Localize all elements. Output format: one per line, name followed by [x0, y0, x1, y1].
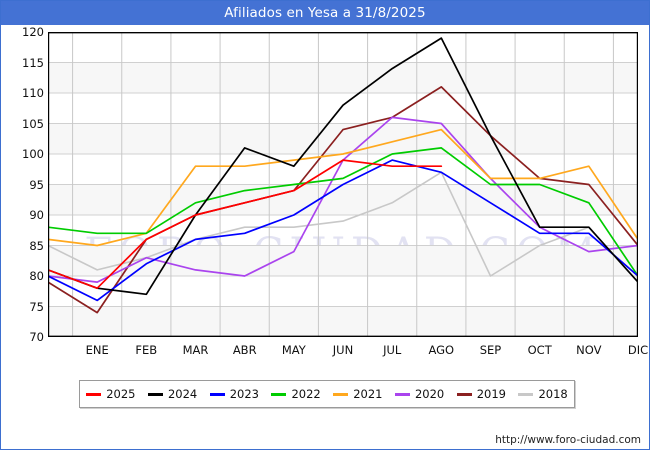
legend-label-2023: 2023 — [229, 387, 260, 401]
source-url: http://www.foro-ciudad.com — [495, 434, 641, 446]
x-axis-tick-mar: MAR — [182, 343, 209, 357]
y-axis-tick-100: 100 — [22, 147, 44, 161]
legend-label-2018: 2018 — [538, 387, 568, 401]
y-axis-tick-75: 75 — [29, 299, 44, 314]
x-axis-tick-abr: ABR — [232, 343, 257, 357]
x-axis-tick-feb: FEB — [135, 343, 158, 357]
x-axis-tick-jul: JUL — [383, 343, 402, 357]
legend-item-2025[interactable]: 2025 — [86, 387, 136, 401]
legend-swatch-2025 — [86, 392, 102, 396]
x-axis-tick-jun: JUN — [332, 343, 354, 357]
y-axis-tick-105: 105 — [22, 116, 44, 131]
legend-swatch-2022 — [271, 392, 287, 396]
series-line-2025 — [48, 159, 443, 290]
legend-swatch-2018 — [518, 392, 534, 396]
x-axis-tick-nov: NOV — [576, 343, 602, 357]
legend-label-2019: 2019 — [476, 387, 507, 401]
x-axis-tick-may: MAY — [281, 343, 306, 357]
series-line-2024 — [48, 37, 638, 296]
legend-item-2018[interactable]: 2018 — [518, 387, 568, 401]
y-axis-tick-70: 70 — [29, 330, 44, 344]
chart-legend: 2025 2024 2023 2022 2021 2020 2019 2018 — [79, 380, 575, 408]
x-axis-tick-sep: SEP — [479, 343, 502, 357]
y-axis-tick-80: 80 — [29, 269, 44, 283]
legend-item-2021[interactable]: 2021 — [333, 387, 383, 401]
legend-label-2024: 2024 — [167, 387, 198, 401]
y-axis-tick-95: 95 — [29, 177, 44, 192]
y-axis-tick-90: 90 — [29, 208, 44, 222]
legend-item-2020[interactable]: 2020 — [394, 387, 445, 401]
legend-swatch-2023 — [209, 392, 225, 396]
series-line-2022 — [48, 147, 638, 277]
legend-swatch-2020 — [394, 392, 410, 396]
window-title-bar: Afiliados en Yesa a 31/8/2025 — [1, 1, 649, 25]
chart-svg — [48, 32, 638, 337]
chart-title: Afiliados en Yesa a 31/8/2025 — [224, 5, 426, 21]
legend-label-2020: 2020 — [414, 387, 445, 401]
y-axis-tick-115: 115 — [22, 55, 44, 70]
x-axis-tick-dic: DIC — [627, 343, 649, 357]
legend-item-2022[interactable]: 2022 — [271, 387, 321, 401]
y-axis-tick-120: 120 — [22, 25, 44, 39]
legend-label-2021: 2021 — [353, 387, 383, 401]
legend-label-2025: 2025 — [106, 387, 136, 401]
x-axis-tick-ago: AGO — [428, 343, 455, 357]
legend-item-2019[interactable]: 2019 — [456, 387, 507, 401]
legend-item-2024[interactable]: 2024 — [147, 387, 198, 401]
legend-item-2023[interactable]: 2023 — [209, 387, 260, 401]
y-axis-tick-110: 110 — [22, 86, 44, 100]
y-axis-tick-85: 85 — [29, 238, 44, 253]
x-axis-tick-labels: ENE FEB MAR ABR MAY JUN JUL AGO SEP OCT NOV DIC — [48, 343, 649, 363]
y-axis-tick-labels: 70 75 80 85 90 95 100 105 110 115 120 — [1, 26, 44, 343]
legend-swatch-2019 — [456, 392, 472, 396]
series-line-2023 — [48, 159, 638, 302]
x-axis-tick-ene: ENE — [85, 343, 109, 357]
legend-label-2022: 2022 — [291, 387, 321, 401]
legend-swatch-2024 — [147, 392, 163, 396]
legend-swatch-2021 — [333, 392, 349, 396]
x-axis-tick-oct: OCT — [527, 343, 552, 357]
plot-area — [48, 32, 638, 337]
plot-container: FORO-CIUDAD.COM 707580859095100105110115… — [1, 25, 649, 425]
